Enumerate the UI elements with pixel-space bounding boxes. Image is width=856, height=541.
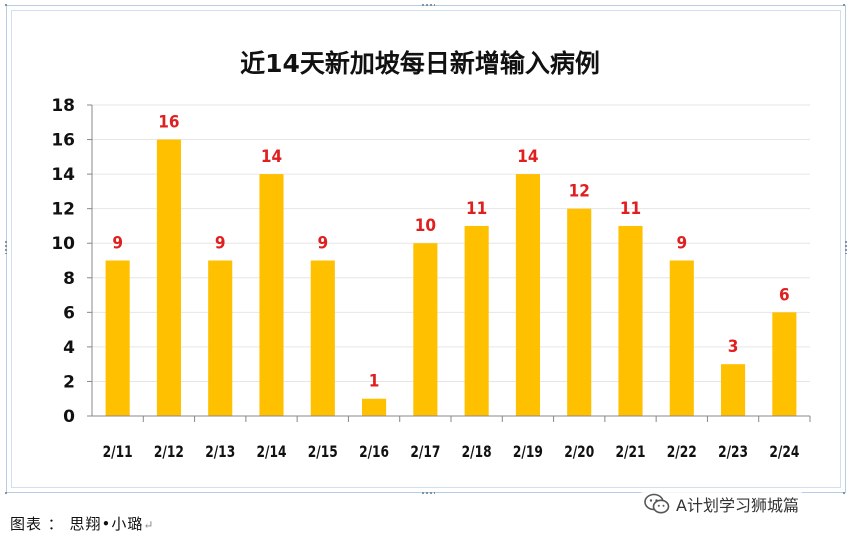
y-tick-label: 12 <box>51 200 75 220</box>
caption-text: 图表 ： 思翔•小璐 <box>10 515 144 533</box>
data-label: 16 <box>158 113 179 133</box>
resize-handle-bottom[interactable] <box>421 491 435 495</box>
data-label: 6 <box>779 285 790 305</box>
data-label: 1 <box>369 372 380 392</box>
y-tick-label: 18 <box>51 96 75 116</box>
y-tick-label: 2 <box>63 372 75 392</box>
x-tick-label: 2/13 <box>205 442 235 461</box>
watermark: A计划学习狮城篇 <box>640 492 803 516</box>
y-tick-label: 8 <box>63 269 75 289</box>
resize-handle-top[interactable] <box>421 3 435 7</box>
y-tick-label: 6 <box>63 303 75 323</box>
bar <box>567 208 592 416</box>
data-label: 9 <box>317 234 328 254</box>
x-tick-label: 2/20 <box>564 442 594 461</box>
data-label: 12 <box>569 182 590 202</box>
bar <box>464 225 489 416</box>
bars <box>105 139 797 417</box>
data-label: 9 <box>112 234 123 254</box>
resize-handle-right[interactable] <box>844 240 848 254</box>
data-label: 11 <box>620 199 641 219</box>
resize-handle-top-left[interactable] <box>4 3 8 7</box>
gridlines <box>92 104 810 382</box>
figure-caption: 图表 ： 思翔•小璐↵ <box>10 513 154 534</box>
data-label: 10 <box>415 216 436 236</box>
x-tick-label: 2/19 <box>513 442 543 461</box>
bar <box>310 260 335 416</box>
data-labels: 9 16 9 14 9 1 10 11 14 12 11 9 3 6 <box>112 113 789 392</box>
x-tick-label: 2/18 <box>462 442 492 461</box>
bar <box>669 260 694 416</box>
chart-frame-inner <box>11 10 841 488</box>
x-tick-label: 2/12 <box>154 442 184 461</box>
data-label: 9 <box>676 234 687 254</box>
bar <box>618 225 643 416</box>
bar <box>721 364 746 416</box>
bar <box>515 174 540 416</box>
bar <box>208 260 233 416</box>
data-label: 9 <box>215 234 226 254</box>
y-tick-label: 4 <box>63 338 75 358</box>
x-tick-label: 2/16 <box>359 442 389 461</box>
resize-handle-bottom-left[interactable] <box>4 491 8 495</box>
x-tick-label: 2/17 <box>410 442 440 461</box>
bar <box>362 398 387 416</box>
paragraph-mark-icon: ↵ <box>143 518 155 532</box>
x-tick-label: 2/24 <box>769 442 799 461</box>
y-tick-label: 0 <box>63 407 75 427</box>
x-tick-label: 2/11 <box>103 442 133 461</box>
data-label: 14 <box>517 147 538 167</box>
data-label: 14 <box>261 147 282 167</box>
bar <box>413 243 438 416</box>
bar <box>156 139 181 417</box>
y-tick-label: 16 <box>51 131 75 151</box>
x-axis: 2/11 2/12 2/13 2/14 2/15 2/16 2/17 2/18 2/19 2/20… <box>92 415 811 461</box>
y-axis: 0 2 4 6 8 10 12 14 16 18 <box>51 96 93 427</box>
resize-handle-top-right[interactable] <box>842 3 846 7</box>
x-tick-label: 2/22 <box>667 442 697 461</box>
chart-title: 近14天新加坡每日新增输入病例 <box>240 49 600 78</box>
wechat-icon <box>644 493 670 514</box>
watermark-text: A计划学习狮城篇 <box>676 496 799 515</box>
data-label: 3 <box>728 337 739 357</box>
x-tick-label: 2/14 <box>257 442 287 461</box>
resize-handle-bottom-right[interactable] <box>842 491 846 495</box>
bar <box>105 260 130 416</box>
x-tick-label: 2/15 <box>308 442 338 461</box>
y-tick-label: 10 <box>51 234 75 254</box>
x-tick-label: 2/21 <box>616 442 646 461</box>
bar <box>259 174 284 416</box>
resize-handle-left[interactable] <box>4 240 8 254</box>
data-label: 11 <box>466 199 487 219</box>
x-tick-label: 2/23 <box>718 442 748 461</box>
y-tick-label: 14 <box>51 165 75 185</box>
bar <box>772 312 797 416</box>
